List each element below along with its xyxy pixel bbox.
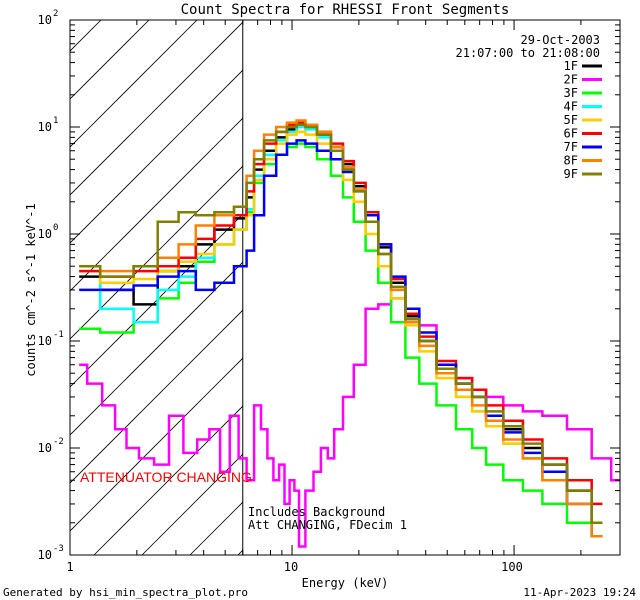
time-range-label: 21:07:00 to 21:08:00 xyxy=(456,46,601,60)
y-tick-label-1e0: 10 0 xyxy=(38,223,59,241)
hatch-line xyxy=(141,453,243,555)
y-tick-label-1e1: 10 1 xyxy=(38,116,59,134)
hatch-line xyxy=(70,213,243,388)
chart-title: Count Spectra for RHESSI Front Segments xyxy=(181,2,510,18)
y-axis-label: counts cm^-2 s^-1 keV^-1 xyxy=(24,203,38,376)
y-tick-exp: 2 xyxy=(53,9,58,19)
y-tick-exp: -2 xyxy=(53,437,64,447)
legend-label-6F: 6F xyxy=(564,127,578,141)
annotation-line-2: Att CHANGING, FDecim 1 xyxy=(248,518,407,532)
hatch-line xyxy=(70,357,243,532)
x-axis-label: Energy (keV) xyxy=(302,576,389,590)
legend-label-5F: 5F xyxy=(564,113,578,127)
legend-label-4F: 4F xyxy=(564,100,578,114)
hatch-line xyxy=(70,309,243,484)
hatch-line xyxy=(93,405,243,555)
hatch-line xyxy=(70,20,198,148)
y-tick-label-1e2: 10 2 xyxy=(38,9,59,27)
generator-label: Generated by hsi_min_spectra_plot.pro xyxy=(3,586,248,599)
y-tick-exp: 1 xyxy=(53,116,58,126)
y-tick-exp: -3 xyxy=(53,544,64,554)
series-line-8F xyxy=(79,119,603,538)
x-tick-label-100: 100 xyxy=(501,560,523,574)
x-tick-label-1: 1 xyxy=(66,560,73,574)
timestamp-label: 11-Apr-2023 19:24 xyxy=(523,586,636,599)
legend-label-7F: 7F xyxy=(564,140,578,154)
attenuator-label: ATTENUATOR CHANGING xyxy=(80,469,252,485)
y-tick-base: 10 xyxy=(38,120,52,134)
hatch-lines xyxy=(70,20,243,555)
hatch-line xyxy=(70,21,243,196)
plot-frame xyxy=(69,19,621,556)
series-line-9F xyxy=(79,123,603,525)
axis-ticks xyxy=(69,19,621,556)
y-tick-label-1e-3: 10 -3 xyxy=(38,544,64,562)
annotation-line-1: Includes Background xyxy=(248,505,385,519)
date-label: 29-Oct-2003 xyxy=(521,33,600,47)
legend-label-1F: 1F xyxy=(564,59,578,73)
legend-label-2F: 2F xyxy=(564,73,578,87)
hatch-line xyxy=(70,261,243,436)
x-tick-label-10: 10 xyxy=(284,560,298,574)
legend-label-3F: 3F xyxy=(564,86,578,100)
hatch-line xyxy=(70,20,150,100)
series-line-6F xyxy=(79,121,603,506)
y-tick-exp: 0 xyxy=(53,223,58,233)
hatch-line xyxy=(70,117,243,292)
y-tick-base: 10 xyxy=(38,13,52,27)
y-tick-label-1e-2: 10 -2 xyxy=(38,437,64,455)
legend-label-8F: 8F xyxy=(564,154,578,168)
y-tick-label-1e-1: 10 -1 xyxy=(38,330,64,348)
series-line-3F xyxy=(79,142,603,538)
hatched-region xyxy=(70,20,244,555)
y-tick-base: 10 xyxy=(38,441,52,455)
legend-label-9F: 9F xyxy=(564,167,578,181)
y-tick-base: 10 xyxy=(38,227,52,241)
y-tick-exp: -1 xyxy=(53,330,64,340)
hatch-line xyxy=(70,69,243,244)
y-tick-base: 10 xyxy=(38,548,52,562)
y-tick-base: 10 xyxy=(38,334,52,348)
